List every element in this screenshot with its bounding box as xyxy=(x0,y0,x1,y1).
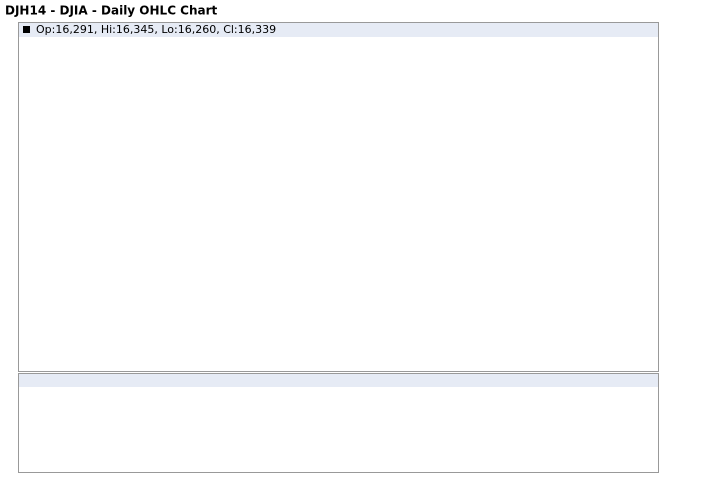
price-panel xyxy=(18,22,659,372)
legend-swatch xyxy=(23,26,30,33)
volume-legend-band xyxy=(19,374,658,387)
chart-title: DJH14 - DJIA - Daily OHLC Chart xyxy=(5,4,218,18)
ohlc-info: Op:16,291, Hi:16,345, Lo:16,260, Cl:16,3… xyxy=(36,23,276,36)
volume-panel xyxy=(18,373,659,473)
price-legend-band xyxy=(19,23,658,37)
